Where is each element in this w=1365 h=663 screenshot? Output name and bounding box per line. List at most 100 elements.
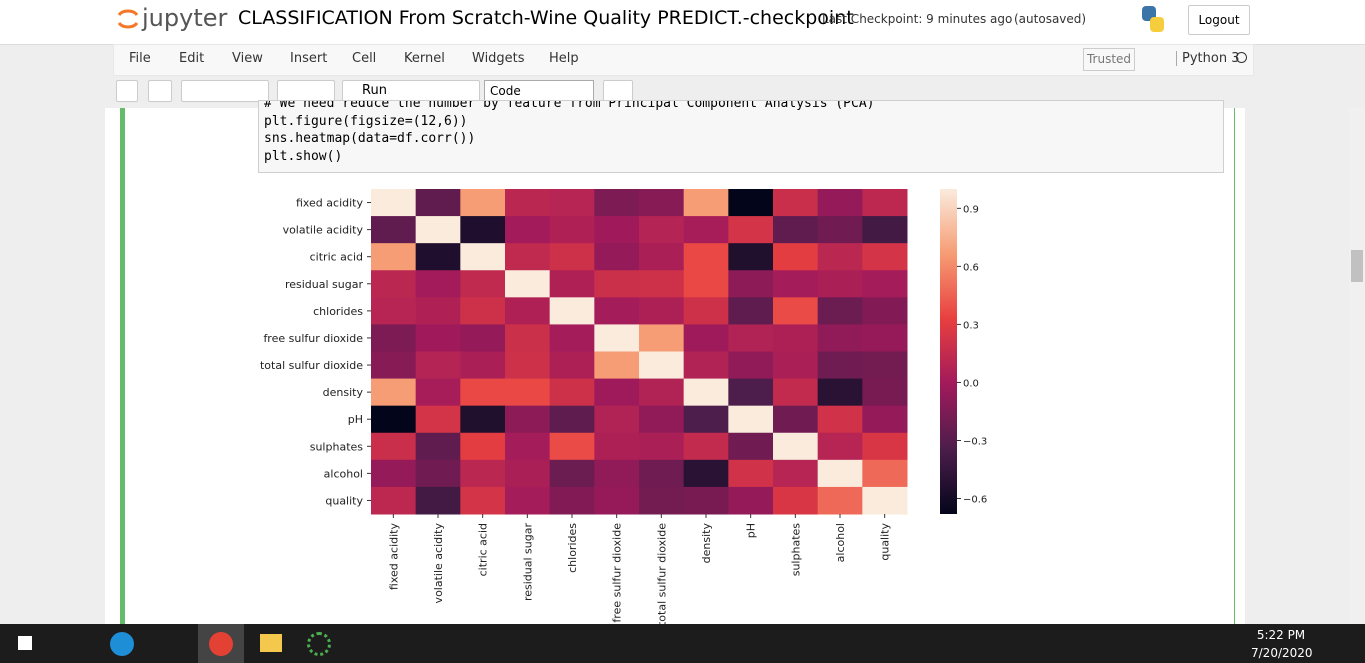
heatmap-cell [773, 405, 819, 434]
clock-time: 5:22 PM [1256, 628, 1306, 642]
heatmap-cell [371, 189, 417, 217]
heatmap-cell [728, 189, 774, 217]
row-label: citric acid [310, 251, 363, 264]
menu-bar [113, 44, 1254, 76]
menu-item[interactable]: Widgets [472, 51, 525, 66]
heatmap-cell [371, 270, 417, 298]
save-button[interactable] [116, 80, 138, 102]
heatmap-cell [817, 297, 863, 325]
heatmap-cell [415, 324, 461, 352]
heatmap-cell [639, 486, 685, 515]
column-label: alcohol [834, 523, 847, 562]
heatmap-cell [639, 432, 685, 461]
heatmap-cell [817, 378, 863, 407]
python-logo [1142, 6, 1164, 32]
heatmap-cell [460, 351, 506, 380]
heatmap-cell [549, 324, 595, 352]
heatmap-cell [817, 351, 863, 380]
heatmap-cell [773, 351, 819, 380]
heatmap-cell [862, 270, 908, 298]
heatmap-cell [594, 297, 640, 325]
heatmap-cell [639, 216, 685, 244]
autosave: (autosaved) [1014, 12, 1087, 26]
code-line: # We need reduce the number by feature f… [264, 100, 875, 111]
heatmap-cell [728, 486, 774, 515]
column-label: total sulfur dioxide [655, 523, 668, 624]
heatmap-cell [371, 243, 417, 271]
heatmap-cell [460, 243, 506, 271]
heatmap-cell [683, 351, 729, 380]
heatmap-cell [371, 459, 417, 488]
heatmap-cell [460, 270, 506, 298]
row-label: quality [325, 494, 363, 507]
code-line: plt.show() [264, 148, 343, 164]
heatmap-cell [683, 459, 729, 488]
heatmap-cell [728, 297, 774, 325]
edge-icon[interactable] [110, 632, 134, 656]
heatmap-cell [371, 351, 417, 380]
logout-button[interactable]: Logout [1188, 5, 1250, 35]
colorbar-tick-label: 0.0 [963, 378, 979, 389]
cell [120, 108, 1235, 624]
heatmap-cell [862, 297, 908, 325]
scrollbar[interactable] [1349, 108, 1365, 624]
heatmap-cell [371, 405, 417, 434]
menu-item[interactable]: Kernel [404, 51, 445, 66]
menu-item[interactable]: File [129, 51, 151, 66]
menu-item[interactable]: Insert [290, 51, 328, 66]
heatmap-cell [594, 243, 640, 271]
menu-item[interactable]: Cell [352, 51, 377, 66]
heatmap-cell [817, 432, 863, 461]
menu-item[interactable]: Edit [179, 51, 205, 66]
trusted[interactable]: Trusted [1083, 48, 1135, 71]
heatmap-cell [594, 432, 640, 461]
kernel-name: Python 3 [1176, 51, 1239, 66]
explorer-icon[interactable] [260, 634, 282, 652]
heatmap-cell [683, 405, 729, 434]
app-icon[interactable] [307, 632, 331, 656]
column-label: density [700, 523, 713, 564]
heatmap-cell [371, 486, 417, 515]
heatmap-cell [639, 378, 685, 407]
heatmap-cell [862, 324, 908, 352]
heatmap-cell [862, 459, 908, 488]
column-label: volatile acidity [432, 523, 445, 604]
menu-item[interactable]: View [232, 51, 263, 66]
heatmap-cell [594, 216, 640, 244]
code-line: sns.heatmap(data=df.corr()) [264, 131, 476, 146]
heatmap-cell [549, 378, 595, 407]
row-label: density [323, 386, 364, 399]
row-label: sulphates [310, 440, 364, 453]
heatmap-cell [862, 405, 908, 434]
heatmap-cell [460, 189, 506, 217]
row-label: alcohol [324, 467, 363, 480]
heatmap-cell [594, 324, 640, 352]
clock-date: 7/20/2020 [1251, 646, 1313, 660]
heatmap-cell [683, 297, 729, 325]
heatmap-cell [371, 297, 417, 325]
heatmap-cell [773, 486, 819, 515]
add-button[interactable] [148, 80, 172, 102]
heatmap-cell [728, 378, 774, 407]
heatmap-cell [549, 216, 595, 244]
colorbar-tick-label: 0.9 [963, 204, 979, 215]
logo[interactable]: jupyter [142, 4, 228, 32]
heatmap-cell [728, 324, 774, 352]
heatmap-cell [773, 432, 819, 461]
heatmap-cell [639, 324, 685, 352]
chrome-tab[interactable] [198, 624, 244, 663]
edit-buttons[interactable] [181, 80, 269, 102]
heatmap-cell [594, 378, 640, 407]
menu-item[interactable]: Help [549, 51, 579, 66]
heatmap-cell [683, 486, 729, 515]
column-label: residual sugar [521, 523, 534, 602]
heatmap-cell [773, 378, 819, 407]
heatmap-cell [371, 324, 417, 352]
heatmap-cell [505, 405, 551, 434]
heatmap-cell [549, 297, 595, 325]
start-button[interactable] [18, 636, 32, 650]
notebook-title[interactable]: CLASSIFICATION From Scratch-Wine Quality… [238, 7, 854, 29]
heatmap-cell [415, 351, 461, 380]
heatmap-cell [505, 297, 551, 325]
run-label[interactable]: Run [362, 83, 387, 98]
